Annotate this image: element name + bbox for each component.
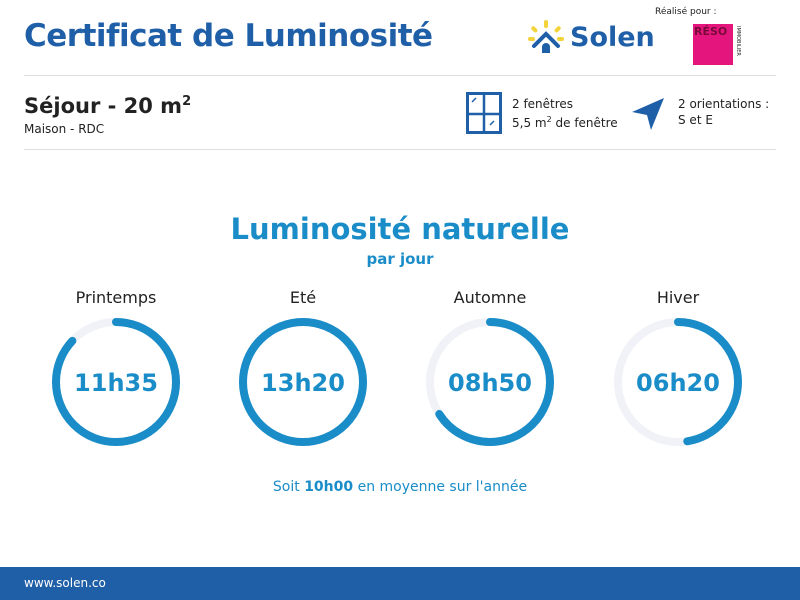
footer: www.solen.co (0, 567, 800, 600)
section-title: Luminosité naturelle (230, 212, 570, 246)
daylight-value: 11h35 (74, 369, 158, 397)
daylight-value: 08h50 (448, 369, 532, 397)
room-subtitle: Maison - RDC (24, 122, 105, 136)
ring-progress (239, 318, 367, 446)
ring-progress (614, 318, 742, 446)
orientation-info: 2 orientations :S et E (678, 97, 770, 127)
divider (24, 149, 776, 150)
daylight-value: 13h20 (261, 369, 345, 397)
season-label: Printemps (75, 288, 157, 307)
season-label: Hiver (656, 288, 700, 307)
season-label: Automne (453, 288, 527, 307)
sun-house-icon (528, 20, 564, 53)
footer-url[interactable]: www.solen.co (24, 576, 106, 590)
windows-info: 2 fenêtres 5,5 m2 de fenêtre (512, 97, 618, 130)
section-subtitle: par jour (366, 250, 434, 268)
partner-logo: RÉSO IMMOBILIER (693, 24, 741, 65)
average-summary: Soit 10h00 en moyenne sur l'année (272, 479, 528, 495)
ring-progress (52, 318, 180, 446)
page-title: Certificat de Luminosité (24, 18, 433, 54)
brand-name: Solen (570, 21, 655, 53)
divider (24, 75, 776, 76)
ring-progress (426, 318, 554, 446)
solen-logo: Solen (528, 20, 655, 54)
made-for-label: Réalisé pour : (655, 7, 717, 17)
season-label: Eté (289, 288, 317, 307)
room-title: Séjour - 20 m2 (24, 94, 192, 118)
daylight-value: 06h20 (636, 369, 720, 397)
window-icon (466, 92, 502, 134)
navigation-arrow-icon (632, 98, 664, 130)
